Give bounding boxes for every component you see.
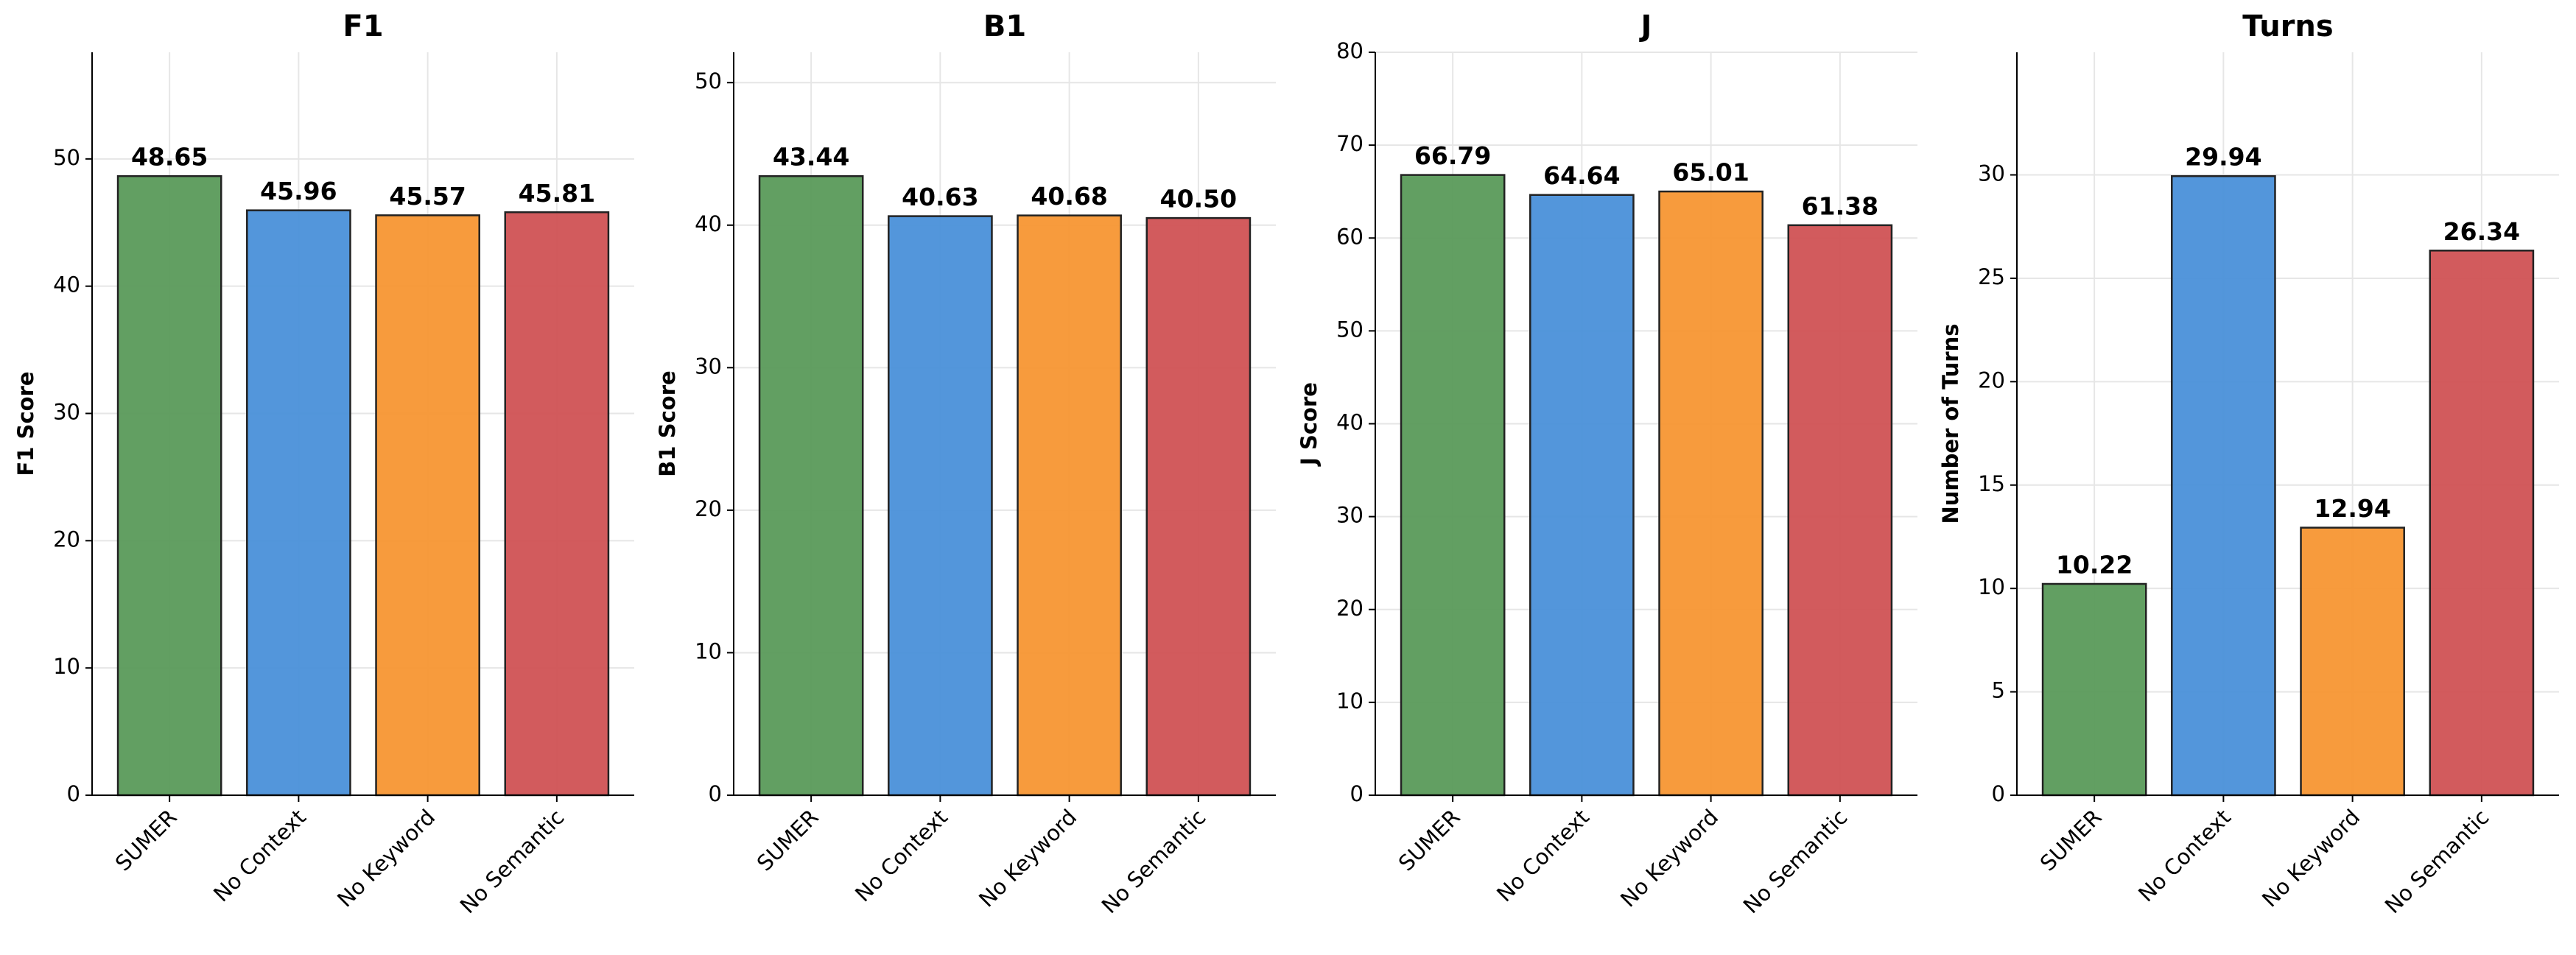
x-tick-label: No Keyword xyxy=(332,805,440,912)
value-label: 65.01 xyxy=(1672,158,1749,187)
y-tick-label: 70 xyxy=(1336,131,1364,156)
x-tick-label: No Keyword xyxy=(974,805,1081,912)
bar xyxy=(2041,582,2147,797)
y-tick-label: 30 xyxy=(1336,503,1364,528)
value-label: 45.81 xyxy=(519,179,595,208)
bar xyxy=(1145,216,1252,797)
bar xyxy=(888,215,993,797)
x-tick-label: No Semantic xyxy=(1738,805,1853,919)
y-axis-label: Number of Turns xyxy=(1938,323,1963,524)
y-tick-label: 10 xyxy=(53,654,80,679)
bar xyxy=(1017,214,1122,797)
y-tick-label: 10 xyxy=(1978,574,2005,599)
bar xyxy=(2429,250,2535,797)
y-tick-label: 60 xyxy=(1336,224,1364,249)
y-tick-label: 50 xyxy=(1336,317,1364,342)
y-tick-label: 80 xyxy=(1336,38,1364,63)
y-tick-label: 50 xyxy=(695,68,722,94)
x-tick-label: No Context xyxy=(1492,805,1594,907)
value-label: 66.79 xyxy=(1414,141,1491,170)
chart-title: J xyxy=(1639,10,1652,43)
value-label: 29.94 xyxy=(2185,143,2261,172)
y-tick-label: 25 xyxy=(1978,264,2005,289)
value-label: 40.68 xyxy=(1031,182,1107,211)
chart-title: Turns xyxy=(2242,10,2333,43)
bar xyxy=(758,175,864,797)
value-label: 40.63 xyxy=(902,183,978,211)
y-tick-label: 50 xyxy=(53,145,80,170)
y-tick-label: 20 xyxy=(53,526,80,551)
y-tick-label: 15 xyxy=(1978,471,2005,496)
bar xyxy=(2171,175,2276,797)
bar xyxy=(504,211,610,797)
y-axis-label: J Score xyxy=(1296,382,1322,467)
value-label: 45.57 xyxy=(389,182,466,211)
value-label: 48.65 xyxy=(131,143,208,172)
y-tick-label: 40 xyxy=(1336,410,1364,435)
y-tick-label: 10 xyxy=(1336,688,1364,713)
y-tick-label: 5 xyxy=(1992,678,2005,703)
x-tick-label: No Context xyxy=(850,805,952,907)
value-label: 45.96 xyxy=(260,177,337,205)
x-tick-label: No Semantic xyxy=(455,805,569,919)
value-label: 10.22 xyxy=(2056,550,2133,579)
x-tick-label: SUMER xyxy=(110,805,182,876)
y-tick-label: 0 xyxy=(709,781,722,806)
bar xyxy=(1658,190,1763,797)
value-label: 43.44 xyxy=(773,143,849,172)
y-tick-label: 20 xyxy=(1978,367,2005,392)
x-tick-label: No Context xyxy=(208,805,311,907)
chart-title: F1 xyxy=(343,10,383,43)
value-label: 64.64 xyxy=(1543,161,1620,190)
y-tick-label: 0 xyxy=(1350,781,1364,806)
y-tick-label: 20 xyxy=(695,496,722,521)
y-tick-label: 30 xyxy=(695,353,722,378)
y-axis-label: F1 Score xyxy=(13,371,38,476)
x-tick-label: No Semantic xyxy=(2380,805,2494,919)
chart-title: B1 xyxy=(983,10,1026,43)
x-tick-label: No Context xyxy=(2133,805,2236,907)
value-label: 61.38 xyxy=(1802,191,1878,220)
y-tick-label: 20 xyxy=(1336,596,1364,621)
y-axis-label: B1 Score xyxy=(655,370,680,476)
y-tick-label: 40 xyxy=(53,272,80,297)
x-tick-label: No Keyword xyxy=(2257,805,2365,912)
x-tick-label: No Semantic xyxy=(1097,805,1211,919)
value-label: 26.34 xyxy=(2443,217,2520,246)
x-tick-label: SUMER xyxy=(1394,805,1465,876)
bar xyxy=(1400,174,1506,797)
bar xyxy=(1787,224,1893,797)
y-tick-label: 30 xyxy=(53,400,80,425)
bar xyxy=(246,209,351,797)
bar xyxy=(2300,526,2405,797)
x-tick-label: SUMER xyxy=(2035,805,2107,876)
y-tick-label: 0 xyxy=(67,781,80,806)
bar xyxy=(1529,194,1635,797)
y-tick-label: 30 xyxy=(1978,161,2005,186)
value-label: 12.94 xyxy=(2314,494,2390,523)
y-tick-label: 0 xyxy=(1992,781,2005,806)
y-tick-label: 40 xyxy=(695,211,722,236)
x-tick-label: No Keyword xyxy=(1615,805,1723,912)
y-tick-label: 10 xyxy=(695,638,722,663)
bar xyxy=(116,175,222,797)
x-tick-label: SUMER xyxy=(752,805,824,876)
bar xyxy=(375,214,480,797)
value-label: 40.50 xyxy=(1160,185,1237,214)
